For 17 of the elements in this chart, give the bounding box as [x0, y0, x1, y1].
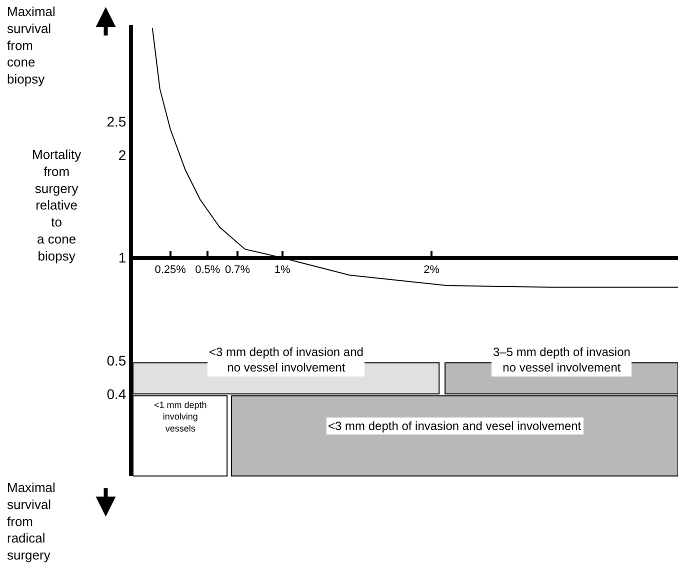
x-tick-label: 2%	[424, 264, 440, 276]
x-tick-label: 1%	[274, 264, 290, 276]
band-label: 3–5 mm depth of invasion no vessel involvement	[493, 345, 630, 375]
x-tick-label: 0.25%	[154, 264, 186, 276]
y-tick-label: 2	[118, 146, 126, 163]
y-tick-label: 1	[118, 250, 126, 266]
text: Maximal survival from radical surgery	[7, 480, 56, 563]
band-label: <3 mm depth of invasion and vesel involvement	[328, 419, 582, 433]
y-tick-label: 0.5	[106, 352, 126, 369]
y-tick-label: 2.5	[106, 114, 126, 130]
band-label: <1 mm depth involving vessels	[154, 400, 207, 434]
x-tick-label: 0.7%	[224, 264, 250, 276]
y-tick-label: 0.4	[106, 386, 126, 402]
band-label: <3 mm depth of invasion and no vessel involvement	[209, 345, 364, 375]
y-axis-title: Mortality from surgery relative to a cone biopsy	[32, 147, 82, 264]
x-tick-label: 0.5%	[195, 264, 220, 276]
text: Maximal survival from cone biopsy	[7, 4, 56, 87]
